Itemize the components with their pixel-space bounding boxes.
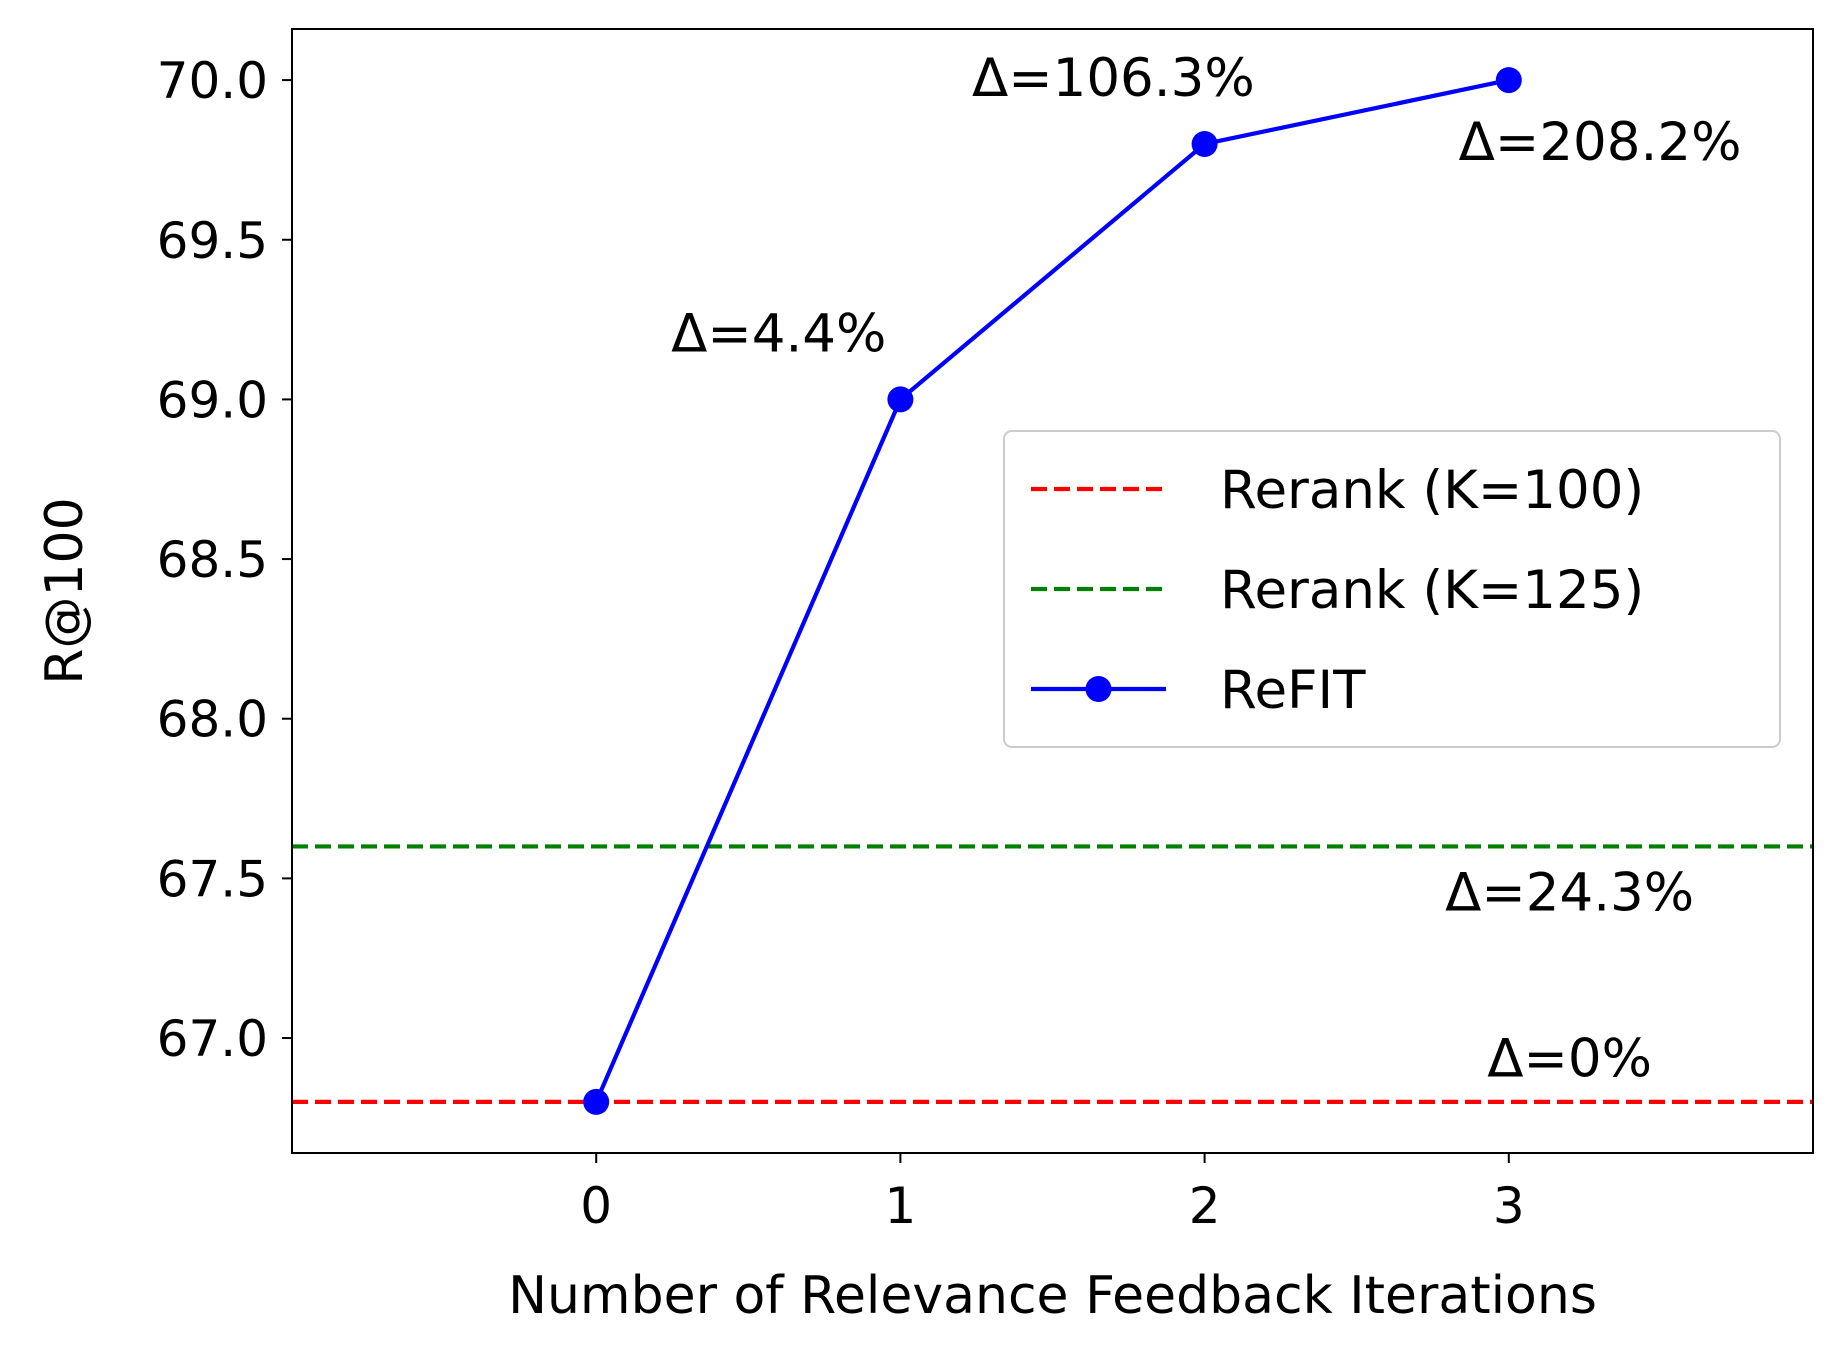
x-tick-label: 2 — [1189, 1177, 1221, 1235]
y-tick-label: 68.0 — [157, 691, 268, 749]
y-tick-label: 68.5 — [157, 531, 268, 589]
data-point — [887, 386, 914, 413]
x-tick-label: 1 — [884, 1177, 916, 1235]
plot-frame — [291, 28, 1814, 1154]
y-tick-label: 67.0 — [157, 1010, 268, 1068]
data-point — [1495, 67, 1522, 94]
data-point — [583, 1088, 610, 1115]
legend-label: Rerank (K=125) — [1220, 560, 1644, 621]
y-tick-label: 69.0 — [157, 371, 268, 429]
y-tick-label: 69.5 — [157, 212, 268, 270]
data-point — [1191, 130, 1218, 157]
annotation-label: Δ=24.3% — [1445, 862, 1694, 923]
x-tick-label: 0 — [580, 1177, 612, 1235]
y-tick-label: 67.5 — [157, 850, 268, 908]
x-axis-label: Number of Relevance Feedback Iterations — [508, 1266, 1597, 1326]
x-tick-label: 3 — [1493, 1177, 1525, 1235]
legend-label: ReFIT — [1220, 660, 1366, 721]
annotation-label: Δ=4.4% — [671, 304, 886, 365]
legend-marker — [1085, 676, 1112, 702]
y-axis-label: R@100 — [35, 497, 95, 684]
annotation-label: Δ=106.3% — [972, 48, 1255, 109]
y-tick-label: 70.0 — [157, 52, 268, 110]
legend-box — [1003, 430, 1781, 748]
series-line-0 — [594, 78, 1510, 1103]
legend-label: Rerank (K=100) — [1220, 460, 1644, 521]
plot-area: 67.0 67.5 68.0 68.5 69.0 69.5 70.0 0 1 2 3 Δ=4.4% Δ=… — [157, 28, 1814, 1235]
annotation-label: Δ=208.2% — [1459, 112, 1742, 173]
annotation-label: Δ=0% — [1487, 1028, 1652, 1089]
